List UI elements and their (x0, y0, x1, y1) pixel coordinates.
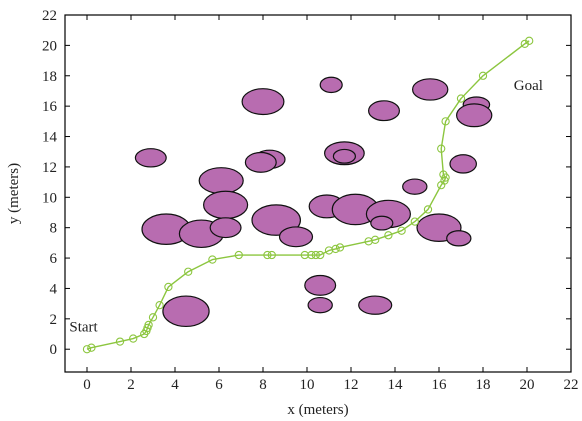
y-tick-label-0: 0 (50, 342, 58, 358)
path-point-2 (115, 337, 125, 346)
y-tick-label-16: 16 (42, 99, 58, 115)
y-tick-label-22: 22 (42, 8, 57, 24)
obstacle-28 (307, 296, 333, 314)
path-point-13 (234, 250, 243, 260)
obstacle-22 (209, 217, 242, 239)
obstacle-11 (449, 154, 477, 174)
path-point-1 (87, 343, 96, 352)
path-point-22 (335, 243, 345, 252)
axis-ticks: 0 2 4 6 8 10 12 14 16 18 20 22 0 2 4 6 8 10 12 14 16 18 20 22 (42, 8, 579, 393)
obstacle-5 (456, 103, 493, 128)
x-tick-label-2: 2 (127, 377, 135, 393)
path-point-33 (437, 144, 446, 153)
x-tick-label-20: 20 (520, 377, 535, 393)
path-point-12 (208, 255, 217, 264)
path-point-3 (129, 334, 138, 343)
path-point-26 (397, 226, 406, 235)
obstacle-25 (446, 230, 472, 247)
obstacle-29 (358, 295, 393, 315)
obstacle-1 (319, 76, 343, 94)
path-layer (82, 36, 534, 354)
path-point-16 (300, 250, 309, 260)
plot-frame (64, 14, 572, 373)
obstacle-26 (304, 274, 337, 296)
obstacle-8 (244, 151, 277, 173)
path-point-25 (384, 231, 393, 240)
path-point-21 (331, 244, 340, 254)
obstacle-0 (241, 88, 285, 116)
x-tick-label-6: 6 (215, 377, 223, 393)
path-point-10 (164, 282, 173, 292)
path-point-7 (144, 320, 153, 330)
path-point-28 (423, 205, 433, 214)
x-tick-label-14: 14 (388, 377, 404, 393)
x-tick-label-0: 0 (83, 377, 91, 393)
path-point-8 (148, 313, 158, 322)
y-tick-label-8: 8 (50, 221, 58, 237)
obstacle-2 (412, 78, 449, 101)
path-point-11 (184, 267, 193, 276)
y-tick-label-6: 6 (50, 251, 58, 267)
x-tick-label-16: 16 (432, 377, 448, 393)
path-point-34 (441, 117, 450, 126)
obstacle-18 (370, 215, 394, 231)
obstacle-10 (332, 148, 356, 164)
obstacles-layer (134, 76, 493, 328)
goal-annotation: Goal (514, 78, 543, 94)
path-point-35 (456, 94, 466, 103)
path-point-9 (155, 301, 164, 310)
x-tick-label-4: 4 (171, 377, 179, 393)
path-point-32 (439, 170, 448, 179)
x-tick-label-8: 8 (259, 377, 267, 393)
x-tick-label-10: 10 (300, 377, 315, 393)
start-annotation: Start (69, 319, 98, 335)
x-axis-label: x (meters) (287, 402, 348, 418)
obstacle-23 (278, 226, 314, 248)
y-tick-label-20: 20 (42, 38, 57, 54)
obstacle-12 (198, 167, 244, 195)
path-point-19 (316, 250, 325, 260)
y-tick-label-4: 4 (50, 281, 58, 297)
path-point-0 (82, 345, 92, 354)
obstacle-13 (402, 178, 428, 195)
x-tick-label-18: 18 (476, 377, 491, 393)
y-tick-label-12: 12 (42, 160, 57, 176)
obstacle-27 (162, 295, 210, 328)
path-point-38 (525, 36, 534, 45)
path-point-36 (478, 71, 488, 80)
x-tick-label-12: 12 (344, 377, 359, 393)
path-point-17 (307, 250, 316, 260)
path-point-18 (311, 250, 320, 260)
path-point-14 (263, 250, 272, 260)
y-tick-label-18: 18 (42, 69, 57, 85)
y-tick-label-10: 10 (42, 190, 57, 206)
obstacle-14 (203, 190, 249, 220)
obstacle-3 (368, 100, 401, 122)
path-line (86, 40, 530, 350)
y-axis-label: y (meters) (6, 163, 22, 224)
path-point-15 (267, 250, 276, 260)
y-tick-label-2: 2 (50, 312, 58, 328)
y-tick-label-14: 14 (42, 130, 58, 146)
x-tick-label-22: 22 (564, 377, 579, 393)
obstacle-6 (134, 148, 167, 168)
path-point-24 (371, 235, 380, 244)
path-point-27 (410, 217, 419, 226)
